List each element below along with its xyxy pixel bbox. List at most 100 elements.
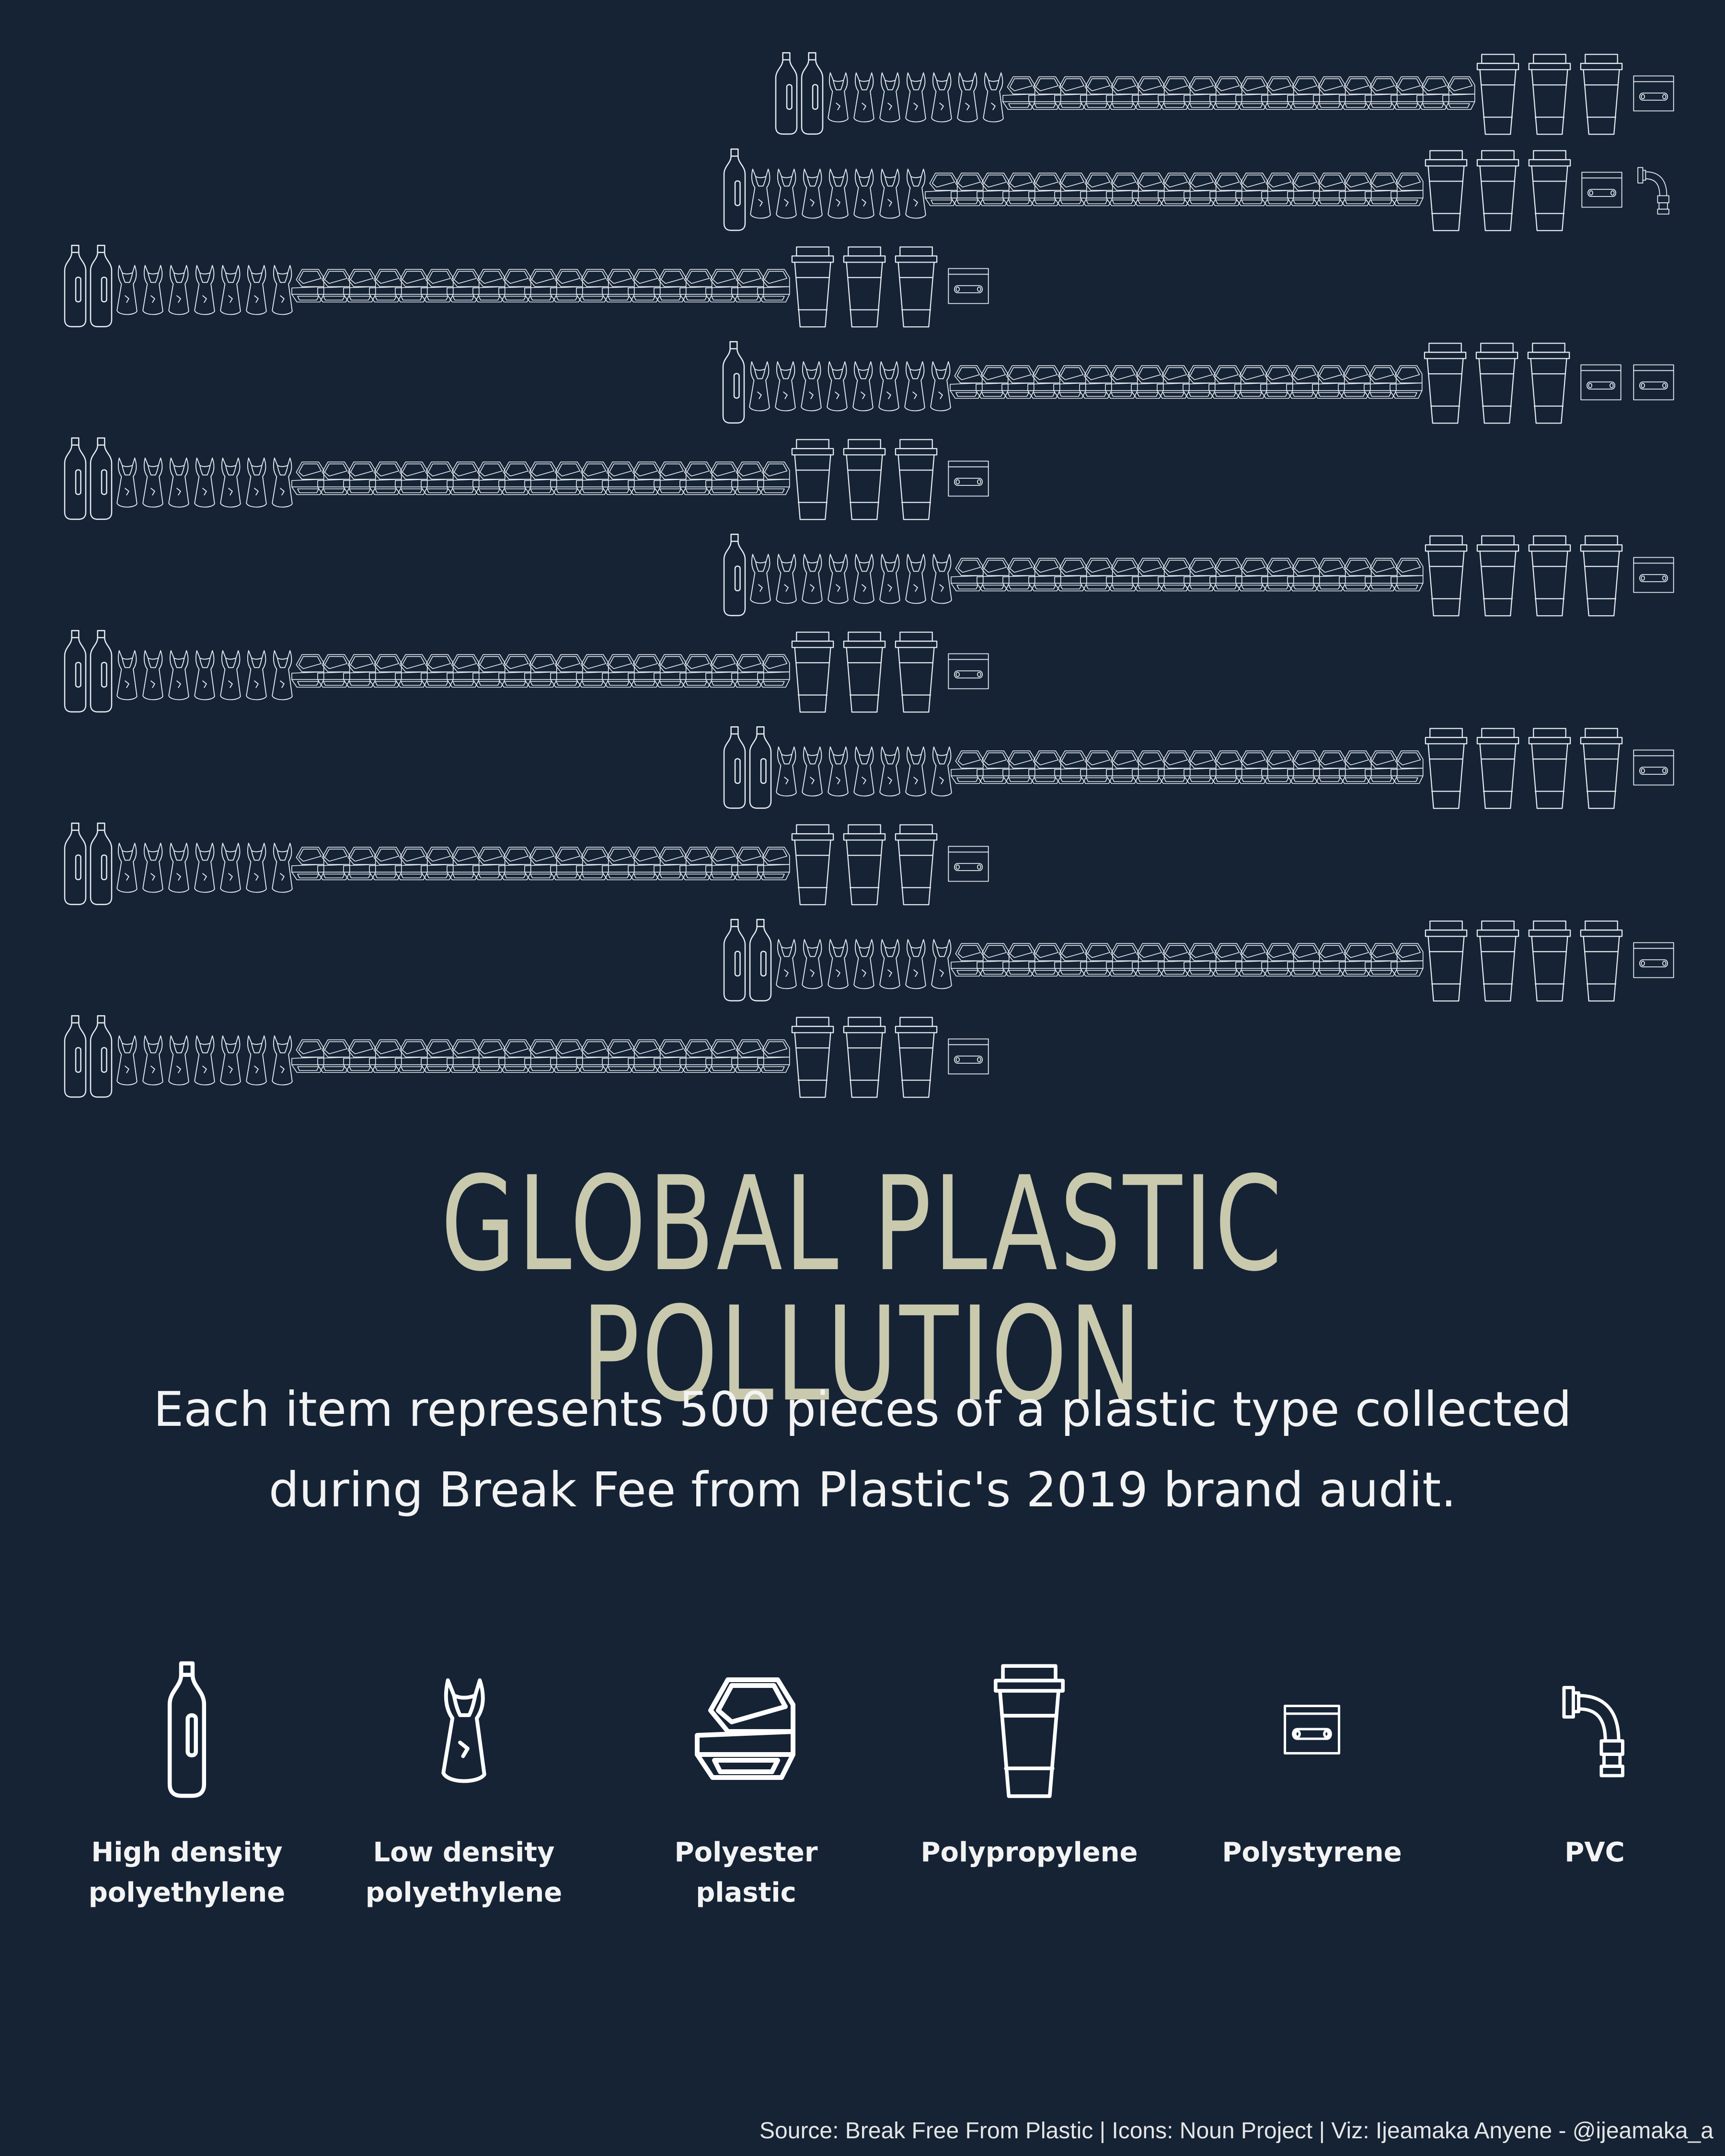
clamshell-icon xyxy=(369,654,402,688)
pipe-icon xyxy=(1562,1686,1624,1778)
clamshell-icon xyxy=(951,750,984,784)
clamshell-icon xyxy=(731,1039,764,1073)
cup-icon xyxy=(1476,920,1519,1002)
bag-icon xyxy=(905,746,926,797)
clamshell-icon xyxy=(291,654,324,688)
bag-icon xyxy=(931,939,952,989)
bag-icon xyxy=(194,843,215,893)
clamshell-icon xyxy=(628,654,661,688)
bottle-icon xyxy=(64,244,87,328)
bottle-icon xyxy=(64,437,87,520)
bag-icon xyxy=(905,72,926,123)
cup-icon xyxy=(1425,535,1468,617)
legend-label: Low density polyethylene xyxy=(365,1837,563,1908)
clamshell-icon xyxy=(602,1039,635,1073)
clamshell-icon xyxy=(1158,943,1191,977)
clamshell-icon xyxy=(1235,172,1268,206)
bag-icon xyxy=(853,72,874,123)
clamshell-icon xyxy=(1261,750,1294,784)
clamshell-icon xyxy=(1390,365,1423,399)
clamshell-icon xyxy=(1391,172,1424,206)
clamshell-icon xyxy=(1261,76,1294,110)
cup-icon xyxy=(843,1017,886,1098)
cup-icon xyxy=(843,824,886,906)
clamshell-icon xyxy=(679,461,713,495)
pipe-icon xyxy=(1637,167,1669,215)
clamshell-icon xyxy=(1158,558,1191,592)
cup-icon xyxy=(895,246,938,328)
clamshell-icon xyxy=(317,269,350,303)
pictogram-row xyxy=(64,630,989,713)
bag-icon xyxy=(168,1035,189,1086)
clamshell-icon xyxy=(576,654,609,688)
clamshell-icon xyxy=(757,654,790,688)
clamshell-icon xyxy=(1054,750,1087,784)
clamshell-icon xyxy=(1209,172,1242,206)
clamshell-icon xyxy=(1183,365,1216,399)
clamshell-icon xyxy=(731,269,764,303)
clamshell-icon xyxy=(951,943,984,977)
clamshell-icon xyxy=(291,1039,324,1073)
cup-icon xyxy=(1528,728,1571,809)
clamshell-icon xyxy=(421,654,454,688)
clamshell-icon xyxy=(925,172,958,206)
bottle-icon xyxy=(90,244,113,328)
clamshell-icon xyxy=(951,558,984,592)
clamshell-icon-shape xyxy=(695,1677,795,1780)
cup-icon xyxy=(1476,54,1519,135)
bag-icon xyxy=(828,939,849,989)
clamshell-icon xyxy=(1131,365,1164,399)
source-caption: Source: Break Free From Plastic | Icons:… xyxy=(759,2118,1714,2144)
clamshell-icon xyxy=(291,269,324,303)
clamshell-icon xyxy=(1286,365,1319,399)
clamshell-icon xyxy=(654,461,687,495)
cup-icon xyxy=(1580,920,1623,1002)
bag-icon xyxy=(879,746,900,797)
legend-label: Polypropylene xyxy=(920,1837,1138,1868)
clamshell-icon xyxy=(291,847,324,881)
clamshell-icon xyxy=(550,269,583,303)
clamshell-icon xyxy=(1053,365,1086,399)
clamshell-icon xyxy=(695,1677,795,1780)
bag-icon xyxy=(905,939,926,989)
bottle-icon xyxy=(749,726,772,809)
bag-icon xyxy=(194,650,215,700)
clamshell-icon xyxy=(1054,943,1087,977)
pictogram-row xyxy=(64,1015,989,1098)
bag-icon xyxy=(142,843,163,893)
bag-icon xyxy=(116,458,138,508)
clamshell-icon xyxy=(1235,76,1268,110)
pictogram-row xyxy=(64,822,989,906)
bag-icon xyxy=(801,361,822,412)
clamshell-icon xyxy=(369,1039,402,1073)
bag-icon xyxy=(272,1035,293,1086)
clamshell-icon xyxy=(950,365,983,399)
cup-icon xyxy=(1425,920,1468,1002)
clamshell-icon xyxy=(395,654,428,688)
cup-icon xyxy=(895,439,938,520)
bag-icon xyxy=(776,746,797,797)
cup-icon xyxy=(1580,54,1623,135)
clamshell-icon xyxy=(757,269,790,303)
clamshell-icon xyxy=(1260,365,1293,399)
bag-icon xyxy=(905,554,926,604)
bag-icon xyxy=(878,361,899,412)
clamshell-icon xyxy=(1002,558,1035,592)
cup-icon xyxy=(895,631,938,713)
clamshell-icon xyxy=(550,847,583,881)
bottle-icon xyxy=(723,533,746,617)
clamshell-icon xyxy=(731,654,764,688)
bottle-icon xyxy=(749,918,772,1002)
bag-icon xyxy=(220,265,241,315)
bag-icon-shape xyxy=(441,1678,486,1783)
bag-icon xyxy=(749,361,770,412)
bag-icon xyxy=(828,746,849,797)
bag-icon xyxy=(802,169,823,219)
bag-icon xyxy=(879,939,900,989)
page-title: GLOBAL PLASTIC POLLUTION xyxy=(441,1149,1284,1431)
bag-icon xyxy=(750,169,771,219)
bag-icon xyxy=(441,1678,486,1783)
pictogram-row xyxy=(775,52,1674,135)
bag-icon xyxy=(828,554,849,604)
clamshell-icon xyxy=(1235,558,1268,592)
